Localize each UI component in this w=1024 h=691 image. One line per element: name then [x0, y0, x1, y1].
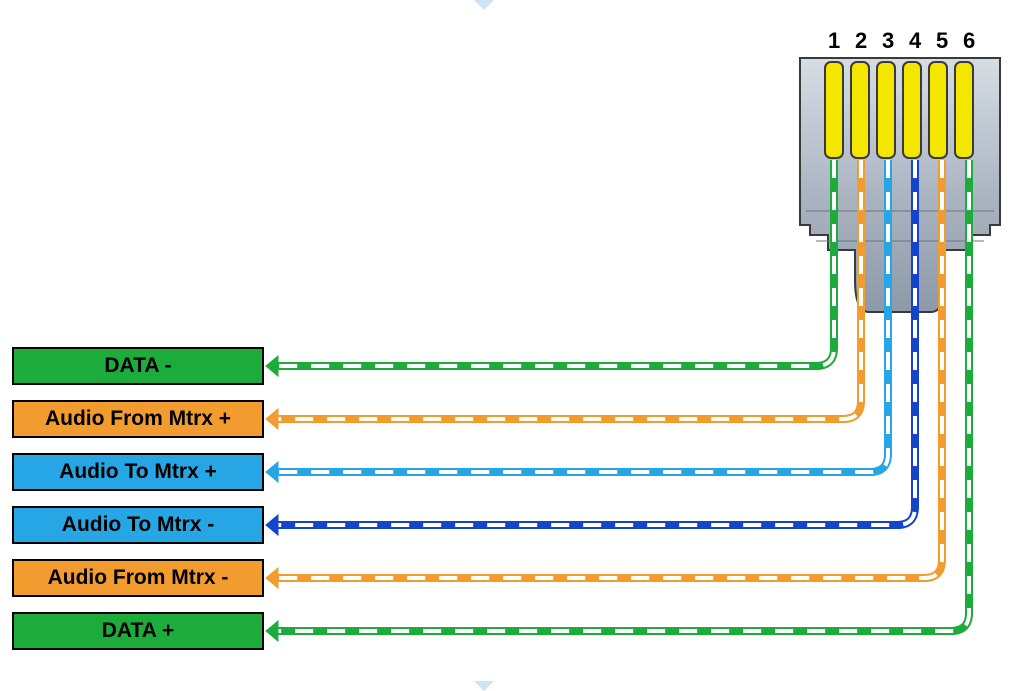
pin-number-6: 6	[963, 28, 975, 54]
connector-pin-4	[903, 62, 921, 158]
wire-2	[278, 160, 861, 419]
wire-3	[278, 160, 888, 472]
pin-number-1: 1	[828, 28, 840, 54]
connector-pin-3	[877, 62, 895, 158]
wire-3-arrow	[266, 462, 278, 482]
connector-pin-6	[955, 62, 973, 158]
wire-3-dash	[278, 160, 888, 472]
wiring-diagram: 123456 DATA - Audio From Mtrx + Audio To M…	[0, 0, 1024, 691]
connector-pin-5	[929, 62, 947, 158]
connector-pin-2	[851, 62, 869, 158]
connector-pin-1	[825, 62, 843, 158]
signal-label-5: Audio From Mtrx -	[12, 559, 264, 597]
pin-number-3: 3	[882, 28, 894, 54]
signal-label-3: Audio To Mtrx +	[12, 453, 264, 491]
signal-label-4: Audio To Mtrx -	[12, 506, 264, 544]
wire-1-dash	[278, 160, 834, 366]
wire-arrows	[266, 356, 278, 641]
pin-number-2: 2	[855, 28, 867, 54]
wire-5-arrow	[266, 568, 278, 588]
signal-label-2: Audio From Mtrx +	[12, 400, 264, 438]
wire-6-arrow	[266, 621, 278, 641]
signal-label-6: DATA +	[12, 612, 264, 650]
pin-number-5: 5	[936, 28, 948, 54]
wire-1-arrow	[266, 356, 278, 376]
wire-2-arrow	[266, 409, 278, 429]
wire-2-dash	[278, 160, 861, 419]
pin-number-4: 4	[909, 28, 921, 54]
wire-1	[278, 160, 834, 366]
signal-label-1: DATA -	[12, 347, 264, 385]
wire-4-arrow	[266, 515, 278, 535]
